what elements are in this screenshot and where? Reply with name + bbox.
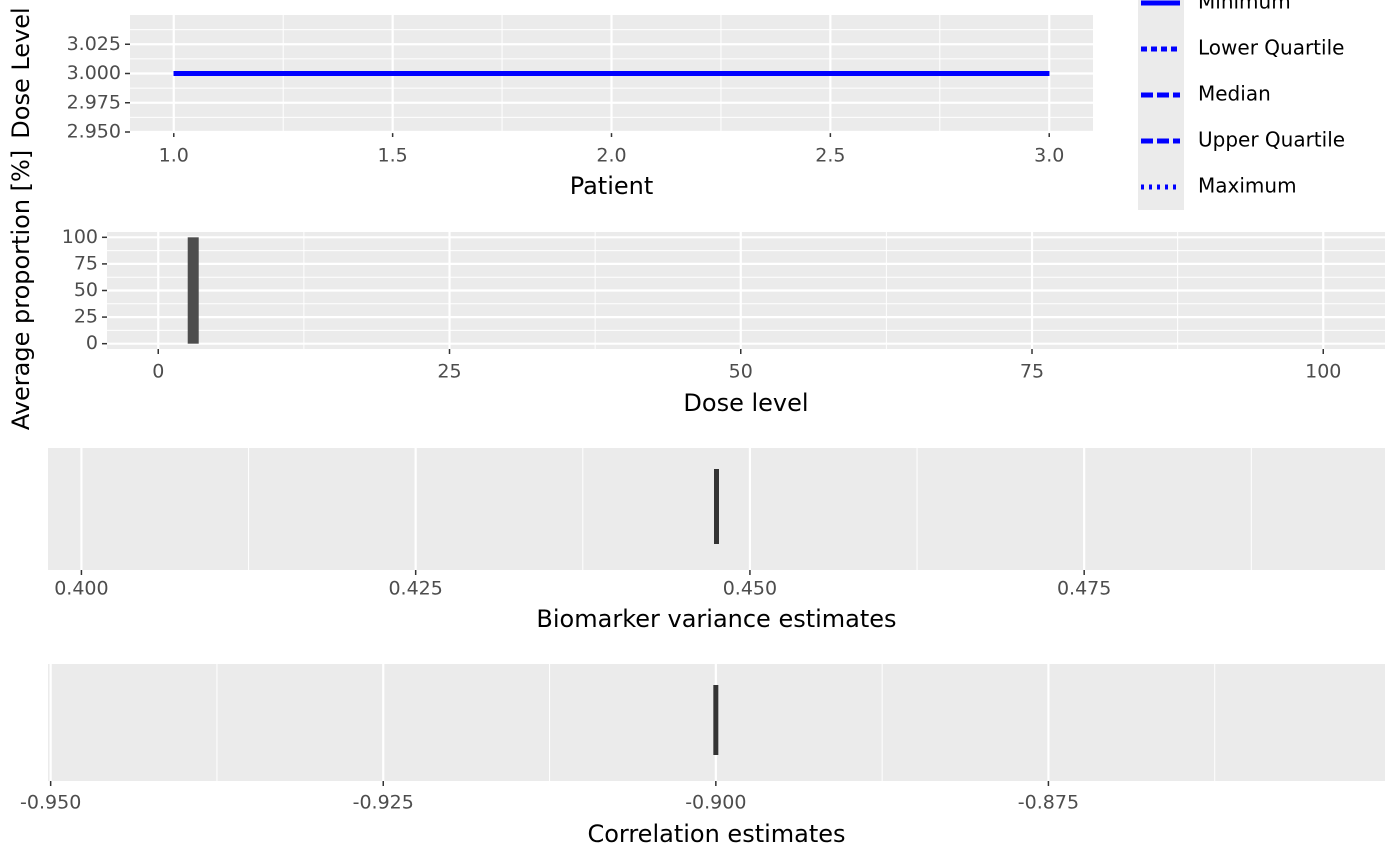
y-axis-title: Average proportion [%] [7, 150, 35, 430]
x-tick-label: 50 [729, 361, 753, 383]
legend-label: Median [1198, 82, 1271, 106]
legend-label: Minimum [1198, 0, 1291, 14]
x-tick-label: 100 [1305, 361, 1341, 383]
y-tick-label: 75 [74, 252, 98, 274]
x-tick-label: 0.450 [723, 578, 777, 600]
x-tick-label: -0.900 [685, 792, 746, 814]
x-tick-label: 0.475 [1057, 578, 1111, 600]
x-axis-title: Correlation estimates [587, 820, 845, 848]
y-tick-label: 0 [86, 332, 98, 354]
x-tick-label: 75 [1020, 361, 1044, 383]
x-axis-title: Biomarker variance estimates [536, 605, 896, 633]
legend-label: Lower Quartile [1198, 36, 1344, 60]
x-tick-label: -0.925 [353, 792, 414, 814]
legend-label: Maximum [1198, 174, 1297, 198]
x-tick-label: -0.950 [20, 792, 81, 814]
y-tick-label: 2.975 [67, 91, 121, 113]
x-axis-title: Dose level [683, 389, 808, 417]
x-axis-title: Patient [570, 172, 654, 200]
x-tick-label: 1.0 [159, 145, 189, 167]
x-tick-label: 2.0 [596, 145, 626, 167]
x-tick-label: 2.5 [815, 145, 845, 167]
legend-label: Upper Quartile [1198, 128, 1345, 152]
y-axis-title: Dose Level [7, 7, 35, 138]
x-tick-label: 25 [437, 361, 461, 383]
y-tick-label: 3.025 [67, 33, 121, 55]
x-tick-label: -0.875 [1018, 792, 1079, 814]
bar [187, 237, 199, 344]
x-tick-label: 1.5 [378, 145, 408, 167]
x-tick-label: 0 [152, 361, 164, 383]
y-tick-label: 3.000 [67, 62, 121, 84]
x-tick-label: 0.425 [388, 578, 442, 600]
legend-key-background [1138, 0, 1184, 210]
x-tick-label: 0.400 [54, 578, 108, 600]
y-tick-label: 25 [74, 306, 98, 328]
y-tick-label: 100 [62, 226, 98, 248]
x-tick-label: 3.0 [1034, 145, 1064, 167]
y-tick-label: 50 [74, 279, 98, 301]
y-tick-label: 2.950 [67, 121, 121, 143]
